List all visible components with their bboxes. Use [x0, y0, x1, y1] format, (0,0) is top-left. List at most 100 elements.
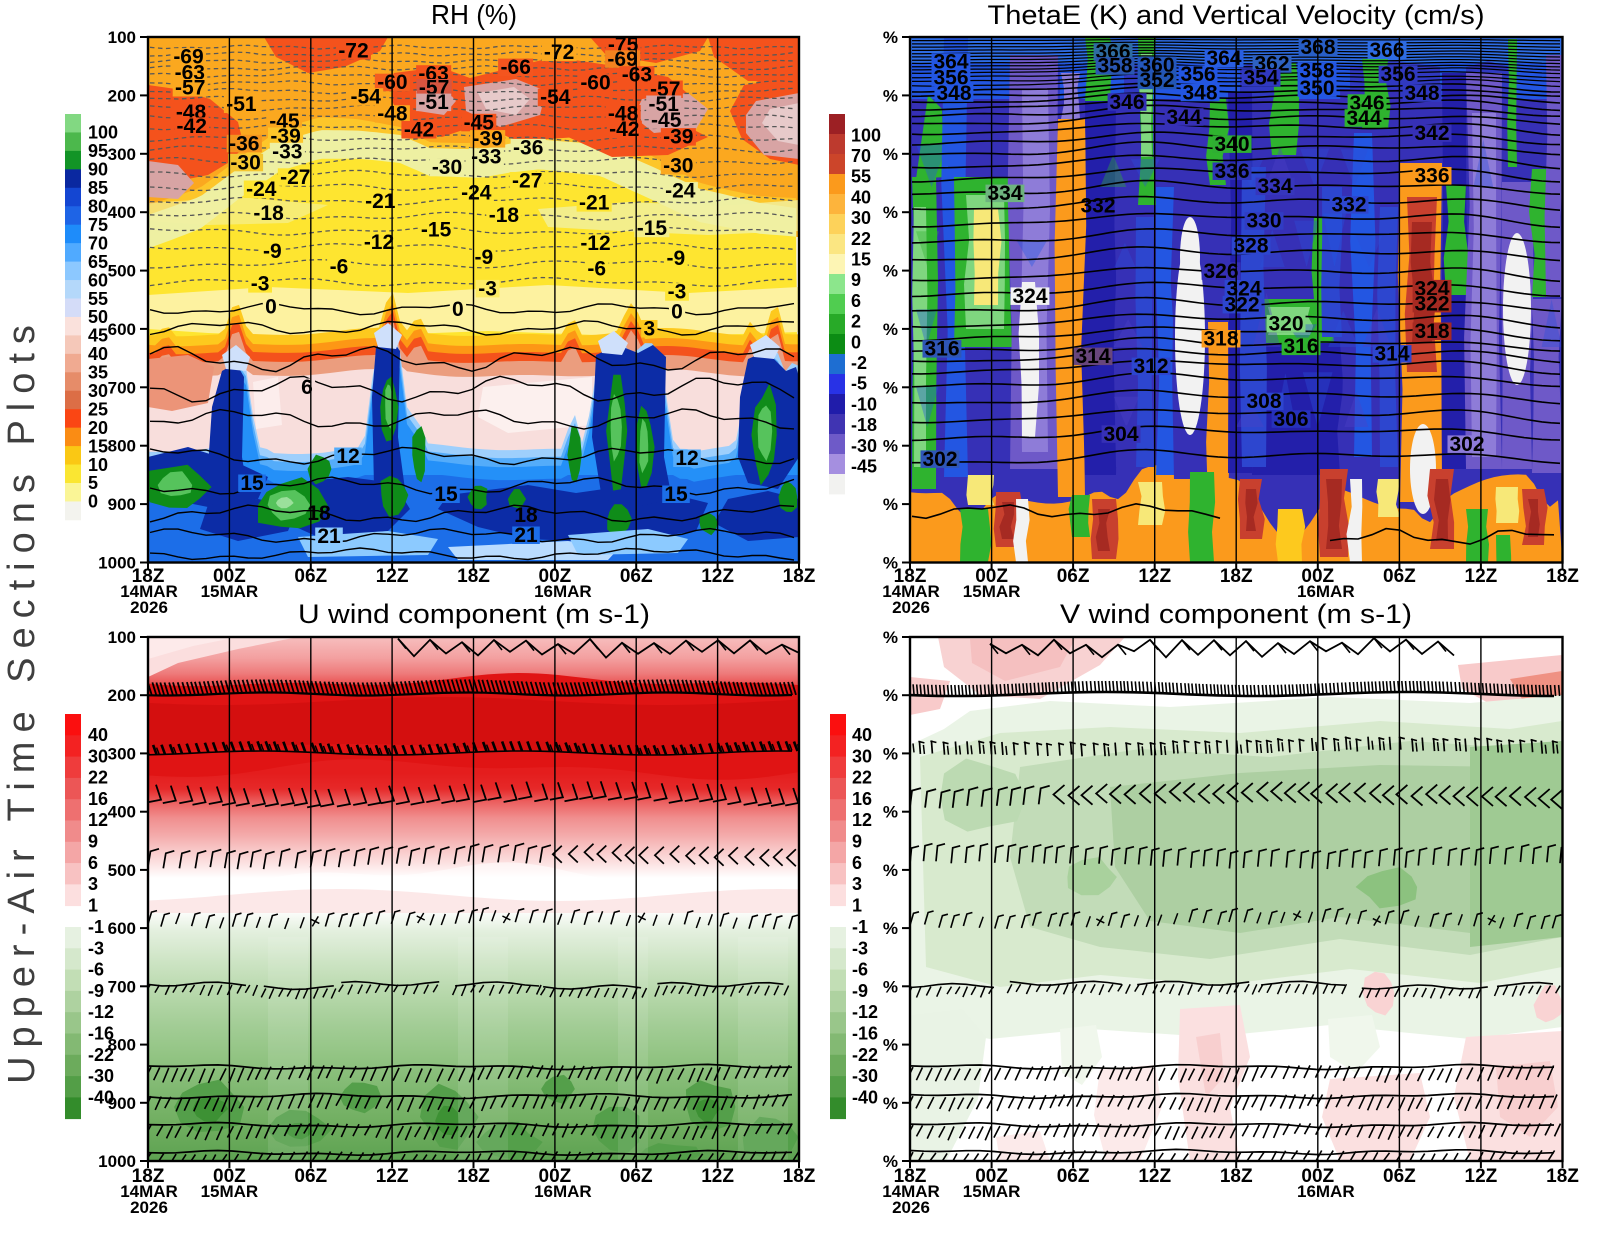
svg-text:330: 330 [1246, 210, 1281, 233]
svg-text:22: 22 [88, 768, 108, 788]
svg-text:-6: -6 [587, 257, 606, 280]
svg-text:18Z: 18Z [457, 566, 490, 587]
svg-text:348: 348 [1182, 81, 1217, 104]
svg-text:06Z: 06Z [294, 566, 327, 587]
svg-text:%: % [883, 977, 898, 996]
svg-text:-51: -51 [418, 91, 449, 114]
svg-text:18Z: 18Z [894, 566, 927, 587]
svg-text:6: 6 [301, 376, 313, 399]
svg-text:312: 312 [1133, 355, 1168, 378]
svg-text:-30: -30 [230, 151, 260, 174]
svg-text:16MAR: 16MAR [1297, 1182, 1355, 1201]
svg-text:-33: -33 [471, 146, 501, 169]
svg-text:%: % [883, 1036, 898, 1055]
svg-text:-3: -3 [852, 938, 868, 958]
svg-text:346: 346 [1349, 92, 1384, 115]
svg-text:40: 40 [851, 187, 871, 207]
svg-text:55: 55 [851, 167, 871, 187]
svg-text:%: % [883, 1094, 898, 1113]
svg-text:6: 6 [88, 853, 98, 873]
svg-text:%: % [883, 320, 898, 339]
svg-text:22: 22 [851, 229, 871, 249]
svg-text:326: 326 [1203, 260, 1238, 283]
svg-text:21: 21 [317, 525, 341, 548]
svg-text:RH (%): RH (%) [431, 0, 517, 30]
svg-text:6: 6 [852, 853, 862, 873]
svg-text:366: 366 [1369, 39, 1404, 62]
svg-text:-30: -30 [88, 1066, 114, 1086]
svg-text:346: 346 [1109, 91, 1144, 114]
svg-text:-69: -69 [173, 46, 203, 69]
svg-text:-69: -69 [607, 48, 637, 71]
svg-text:-3: -3 [251, 273, 270, 296]
svg-text:15: 15 [851, 250, 871, 270]
svg-text:2026: 2026 [892, 1198, 930, 1217]
svg-text:16MAR: 16MAR [1297, 582, 1355, 601]
svg-text:16MAR: 16MAR [534, 1182, 592, 1201]
svg-text:18Z: 18Z [1220, 566, 1253, 587]
svg-text:600: 600 [108, 320, 136, 339]
svg-text:334: 334 [987, 182, 1022, 205]
svg-text:18Z: 18Z [1220, 1166, 1253, 1187]
svg-text:-22: -22 [852, 1045, 878, 1065]
svg-text:16: 16 [852, 789, 872, 809]
svg-text:-42: -42 [177, 115, 207, 138]
svg-text:10: 10 [88, 455, 108, 475]
svg-text:-3: -3 [478, 277, 497, 300]
svg-text:00Z: 00Z [1301, 566, 1334, 587]
svg-text:-39: -39 [472, 128, 502, 151]
svg-text:-30: -30 [851, 436, 877, 456]
svg-text:322: 322 [1414, 292, 1449, 315]
svg-text:-15: -15 [421, 219, 452, 242]
svg-text:-3: -3 [668, 281, 687, 304]
svg-text:12Z: 12Z [376, 1166, 409, 1187]
svg-text:12Z: 12Z [376, 566, 409, 587]
svg-text:30: 30 [88, 381, 108, 401]
svg-text:%: % [883, 262, 898, 281]
svg-text:356: 356 [1180, 63, 1215, 86]
svg-text:-9: -9 [263, 240, 282, 263]
svg-text:15MAR: 15MAR [963, 1182, 1021, 1201]
svg-text:5: 5 [88, 473, 98, 493]
svg-text:328: 328 [1233, 235, 1268, 258]
svg-text:%: % [883, 628, 898, 647]
svg-text:%: % [883, 378, 898, 397]
svg-text:-30: -30 [663, 155, 693, 178]
svg-text:00Z: 00Z [1301, 1166, 1334, 1187]
svg-text:-30: -30 [432, 156, 462, 179]
svg-text:-42: -42 [404, 119, 434, 142]
svg-text:3: 3 [644, 318, 656, 341]
svg-text:100: 100 [851, 125, 881, 145]
svg-text:-12: -12 [852, 1002, 878, 1022]
svg-text:356: 356 [1380, 63, 1415, 86]
svg-text:55: 55 [88, 289, 108, 309]
svg-text:-24: -24 [246, 178, 277, 201]
svg-text:65: 65 [88, 252, 108, 272]
svg-text:-27: -27 [512, 170, 542, 193]
svg-text:3: 3 [852, 874, 862, 894]
svg-text:12: 12 [675, 447, 698, 470]
svg-text:-1: -1 [852, 917, 868, 937]
svg-text:75: 75 [88, 215, 108, 235]
svg-text:18Z: 18Z [1546, 1166, 1579, 1187]
svg-text:-39: -39 [663, 126, 693, 149]
svg-text:700: 700 [108, 977, 136, 996]
svg-text:18Z: 18Z [894, 1166, 927, 1187]
svg-text:18Z: 18Z [132, 1166, 165, 1187]
svg-text:14MAR: 14MAR [882, 582, 940, 601]
svg-text:12Z: 12Z [1138, 1166, 1171, 1187]
svg-text:15: 15 [434, 483, 458, 506]
svg-text:12: 12 [88, 810, 108, 830]
svg-text:00Z: 00Z [213, 566, 246, 587]
svg-text:348: 348 [1404, 82, 1439, 105]
svg-text:80: 80 [88, 197, 108, 217]
svg-text:12Z: 12Z [1138, 566, 1171, 587]
svg-text:1000: 1000 [98, 554, 136, 573]
svg-text:%: % [883, 803, 898, 822]
svg-text:332: 332 [1331, 194, 1366, 217]
svg-text:316: 316 [1283, 335, 1318, 358]
svg-text:12: 12 [852, 810, 872, 830]
svg-text:3: 3 [88, 874, 98, 894]
svg-text:-3: -3 [88, 938, 104, 958]
svg-text:-6: -6 [88, 960, 104, 980]
